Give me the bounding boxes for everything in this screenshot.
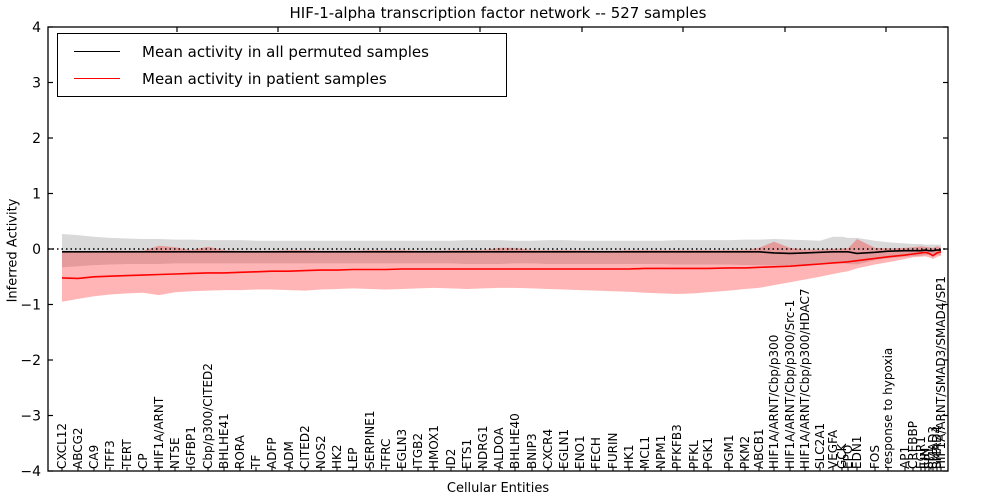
x-category-label: HIF1A/ARNT/Cbp/p300/Src-1 <box>783 300 797 469</box>
x-category-label: EDN1 <box>850 436 864 469</box>
chart-title: HIF-1-alpha transcription factor network… <box>289 4 707 22</box>
x-category-label: ADFP <box>265 437 279 469</box>
x-category-label: CITED2 <box>298 425 312 469</box>
x-category-label: ABCB1 <box>752 429 766 469</box>
x-category-label: SP1 <box>922 447 936 470</box>
x-category-label: EGR1 <box>914 436 928 469</box>
y-tick-label: −2 <box>20 353 41 369</box>
x-category-label: ITGB2 <box>411 433 425 469</box>
y-tick-label: −3 <box>20 409 41 425</box>
y-tick-label: −4 <box>20 464 41 480</box>
y-tick-label: 4 <box>32 20 41 36</box>
x-category-label: HK2 <box>330 444 344 469</box>
x-category-label: HMOX1 <box>427 425 441 469</box>
x-category-label: EGLN1 <box>557 429 571 469</box>
legend-line-sample-permuted <box>74 51 120 52</box>
x-category-label: SLC2A1 <box>813 423 827 469</box>
legend-line-sample-patient <box>74 78 120 79</box>
x-category-label: CXCR4 <box>541 429 555 469</box>
band-patient <box>62 239 941 302</box>
x-category-label: CP <box>136 453 150 469</box>
x-axis-label: Cellular Entities <box>446 481 550 496</box>
x-category-label: RORA <box>233 434 247 469</box>
y-tick-label: 1 <box>32 187 41 203</box>
x-category-label: TFF3 <box>103 440 117 470</box>
x-category-label: Cbp/p300/CITED2 <box>201 363 215 469</box>
x-category-label: ENO1 <box>573 435 587 469</box>
x-category-label: BHLHE41 <box>217 413 231 469</box>
x-category-label: NDRG1 <box>476 426 490 470</box>
x-category-label: FOS <box>868 445 882 469</box>
x-category-label: TERT <box>120 439 134 470</box>
y-tick-label: 0 <box>32 242 41 258</box>
x-category-label: CREBBP <box>906 421 920 469</box>
x-category-label: PFKFB3 <box>670 424 684 469</box>
x-category-label: NOS2 <box>314 435 328 469</box>
x-category-label: ABCG2 <box>71 427 85 469</box>
x-category-label: HIF1A/ARNT/Cbp/p300 <box>767 335 781 469</box>
legend-entry-patient: Mean activity in patient samples <box>58 66 506 92</box>
x-category-label: PGM1 <box>722 434 736 469</box>
legend-label-permuted: Mean activity in all permuted samples <box>142 42 429 61</box>
x-category-label: BNIP3 <box>525 433 539 469</box>
x-category-label: IGFBP1 <box>184 426 198 469</box>
x-category-label: EGLN3 <box>395 429 409 469</box>
y-tick-label: 2 <box>32 131 41 147</box>
x-category-label: BHLHE40 <box>508 413 522 469</box>
x-category-label: PFKL <box>687 440 701 469</box>
x-category-label: ALDOA <box>492 427 506 469</box>
x-category-label: PKM2 <box>738 436 752 469</box>
x-category-label: AP1 <box>898 446 912 469</box>
x-category-label: NT5E <box>168 437 182 469</box>
x-category-label: ETS1 <box>460 439 474 469</box>
x-category-label: VEGFA <box>826 429 840 469</box>
x-category-label: ADM <box>282 441 296 469</box>
x-category-label: LEP <box>346 447 360 469</box>
x-category-label: FECH <box>589 437 603 469</box>
legend-label-patient: Mean activity in patient samples <box>142 69 387 88</box>
x-category-label: CA9 <box>87 445 101 469</box>
x-category-label: HIF1A/ARNT/SMAD3/SMAD4/SP1 <box>934 276 948 469</box>
x-category-label: CXCL12 <box>55 423 69 469</box>
x-category-label: SERPINE1 <box>363 410 377 469</box>
x-category-label: GCK <box>835 442 849 469</box>
legend-entry-permuted: Mean activity in all permuted samples <box>58 39 506 65</box>
y-tick-label: 3 <box>32 76 41 92</box>
x-category-label: ID2 <box>444 449 458 469</box>
y-tick-label: −1 <box>20 298 41 314</box>
x-category-label: SMAD3 <box>926 426 940 469</box>
x-category-label: JUN <box>918 448 932 470</box>
legend: Mean activity in all permuted samples Me… <box>57 33 507 97</box>
x-category-label: TFRC <box>379 439 393 470</box>
band-permuted <box>62 234 941 268</box>
x-category-label: NPM1 <box>654 435 668 469</box>
x-category-label: HK1 <box>622 444 636 469</box>
x-category-label: response to hypoxia <box>881 348 895 469</box>
x-category-label: HIF1A/ARNT/Cbp/p300/HDAC7 <box>798 288 812 469</box>
x-category-label: HIF1A/ARNT <box>152 396 166 469</box>
x-category-label: FURIN <box>606 432 620 469</box>
x-category-label: PGK1 <box>701 437 715 469</box>
x-category-label: EPO <box>841 445 855 469</box>
mean-line-patient <box>61 251 942 280</box>
mean-line-permuted <box>62 249 941 255</box>
x-category-label: MCL1 <box>638 436 652 469</box>
x-category-label: TF <box>249 455 263 470</box>
x-category-label: SMAD4 <box>930 426 944 469</box>
